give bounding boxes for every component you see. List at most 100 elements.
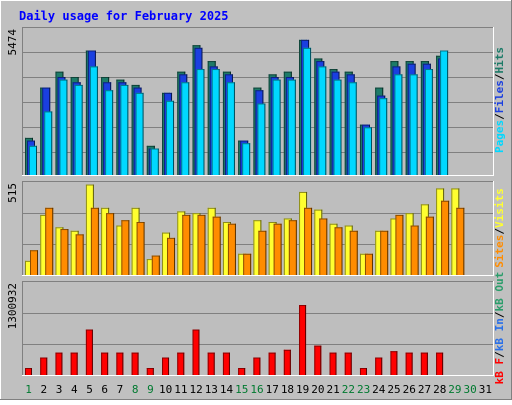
bar-fill	[334, 227, 343, 275]
bar-kb-f-day-19	[299, 305, 307, 375]
bars-bottom	[25, 305, 444, 375]
bar-fill	[329, 223, 338, 275]
legend-kbin: kB In	[493, 318, 506, 351]
bar-sites-day-19	[304, 207, 313, 275]
bar-fill	[258, 230, 267, 275]
bar-fill	[359, 253, 368, 275]
bar-kb-f-day-6	[101, 352, 109, 375]
bar-kb-f-day-26	[405, 352, 413, 375]
bar-pages-day-4	[74, 84, 83, 175]
bar-fill	[363, 127, 372, 175]
bar-fill	[44, 111, 53, 175]
bar-fill	[60, 229, 69, 275]
bar-fill	[253, 357, 261, 375]
bar-fill	[55, 227, 64, 275]
bar-fill	[40, 357, 48, 375]
day-label-17: 17	[266, 383, 279, 396]
bar-fill	[272, 79, 281, 175]
day-label-15: 15	[235, 383, 248, 396]
bar-fill	[120, 84, 129, 175]
bar-sites-day-24	[380, 230, 389, 275]
bar-sites-day-18	[288, 220, 297, 275]
bar-fill	[420, 204, 429, 275]
bar-fill	[375, 357, 383, 375]
bar-fill	[344, 225, 353, 275]
legend-bottom: kB F/kB In/kB Out	[493, 272, 506, 385]
bar-pages-day-28	[440, 50, 449, 175]
bar-fill	[273, 223, 282, 275]
bar-fill	[348, 82, 357, 175]
bar-fill	[253, 220, 262, 275]
bar-fill	[333, 79, 342, 175]
bar-sites-day-23	[364, 253, 373, 275]
bar-kb-f-day-28	[436, 352, 444, 375]
bar-pages-day-20	[318, 66, 327, 175]
bar-pages-day-19	[303, 47, 312, 176]
bar-fill	[146, 259, 155, 275]
bar-sites-day-17	[273, 223, 282, 275]
bar-sites-day-13	[212, 216, 221, 275]
bar-sites-day-4	[75, 234, 84, 275]
legend-pages: Pages	[493, 120, 506, 153]
bar-sites-day-28	[441, 200, 450, 275]
bar-fill	[85, 329, 93, 375]
bar-pages-day-14	[226, 82, 235, 175]
bar-pages-day-25	[394, 74, 403, 175]
bar-fill	[425, 216, 434, 275]
legend-separator: /	[493, 311, 506, 318]
bar-fill	[314, 209, 323, 275]
bar-fill	[70, 352, 78, 375]
bar-fill	[318, 66, 327, 175]
bar-fill	[116, 352, 124, 375]
bar-pages-day-22	[348, 82, 357, 175]
bar-kb-f-day-27	[420, 352, 428, 375]
day-label-16: 16	[250, 383, 263, 396]
bar-sites-day-20	[319, 218, 328, 275]
bar-pages-day-11	[181, 82, 190, 175]
bar-sites-day-7	[121, 220, 130, 275]
bar-fill	[182, 214, 191, 275]
bar-pages-day-21	[333, 79, 342, 175]
bar-fill	[70, 230, 79, 275]
legend-kbout: kB Out	[493, 272, 506, 312]
day-label-8: 8	[132, 383, 139, 396]
bar-pages-day-1	[29, 145, 37, 175]
legend-visits: Visits	[493, 188, 506, 228]
chart-panels: 5474Pages/Files/Hits515Sites/Visits13009…	[6, 27, 506, 384]
bar-fill	[85, 184, 94, 275]
legend-kbf: kB F	[493, 358, 506, 385]
bar-sites-day-22	[349, 230, 358, 275]
bar-pages-day-26	[409, 74, 418, 175]
bar-fill	[55, 352, 63, 375]
bar-fill	[167, 237, 176, 275]
bar-kb-f-day-10	[162, 357, 170, 375]
bar-sites-day-1	[30, 250, 38, 275]
bar-fill	[359, 368, 367, 375]
bar-fill	[177, 352, 185, 375]
bar-fill	[288, 220, 297, 275]
bar-fill	[380, 230, 389, 275]
bar-kb-f-day-22	[344, 352, 352, 375]
day-label-2: 2	[41, 383, 48, 396]
legend-middle: Sites/Visits	[493, 188, 506, 268]
bar-fill	[106, 213, 115, 275]
day-label-11: 11	[174, 383, 187, 396]
day-label-9: 9	[147, 383, 154, 396]
bar-pages-day-7	[120, 84, 129, 175]
day-label-12: 12	[189, 383, 202, 396]
bar-fill	[166, 100, 175, 175]
bar-fill	[283, 218, 292, 275]
bar-fill	[196, 69, 205, 175]
legend-files: Files	[493, 80, 506, 113]
day-label-10: 10	[159, 383, 172, 396]
bar-fill	[75, 234, 84, 275]
bar-sites-day-27	[425, 216, 434, 275]
bar-kb-f-day-24	[375, 357, 383, 375]
bar-fill	[349, 230, 358, 275]
bar-sites-day-14	[227, 223, 236, 275]
bar-kb-f-day-17	[268, 352, 276, 375]
legend-separator: /	[493, 228, 506, 235]
legend-sites: Sites	[493, 235, 506, 268]
bar-pages-day-24	[379, 98, 388, 175]
